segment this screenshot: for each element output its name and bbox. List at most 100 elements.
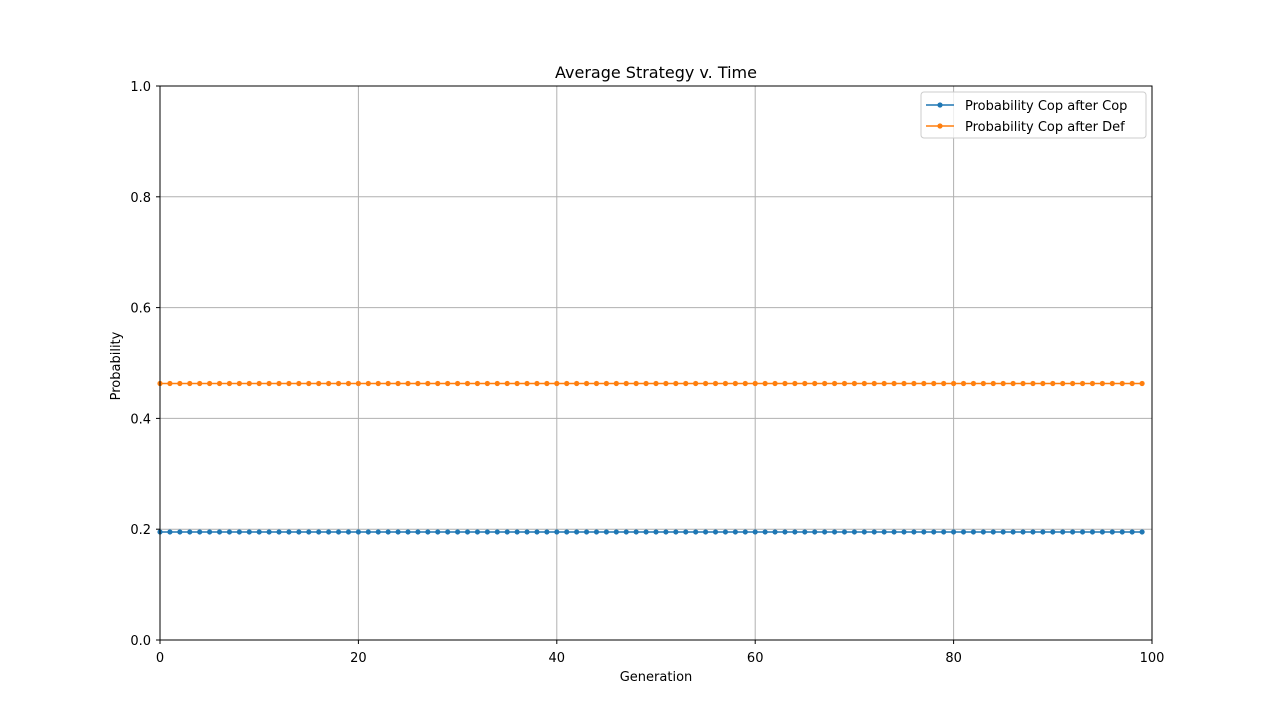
legend: Probability Cop after Cop Probability Cop… [920, 91, 1147, 139]
data-point [593, 380, 600, 387]
data-point [990, 380, 996, 387]
data-point [365, 529, 371, 535]
data-point [911, 529, 917, 535]
data-point [603, 380, 610, 387]
data-point [1050, 529, 1056, 535]
data-point [365, 380, 371, 387]
data-point [703, 529, 709, 535]
data-point [197, 380, 203, 387]
data-point [673, 380, 679, 387]
data-point [207, 380, 213, 387]
data-point [236, 529, 242, 535]
data-point [216, 529, 223, 535]
data-point [871, 380, 877, 387]
data-point [296, 380, 302, 387]
data-point [514, 529, 520, 535]
y-axis-title: Probability [109, 331, 124, 400]
data-point [554, 529, 560, 535]
data-point [951, 529, 957, 535]
data-point [633, 380, 639, 387]
data-point [941, 529, 947, 535]
data-point [891, 380, 897, 387]
data-point [583, 529, 590, 535]
data-point [415, 529, 421, 535]
data-point [1060, 380, 1066, 387]
data-point [722, 529, 729, 535]
data-point [425, 529, 431, 535]
data-point [1070, 529, 1076, 535]
data-point [653, 380, 659, 387]
data-point [1089, 529, 1096, 535]
data-point [1109, 380, 1115, 387]
data-point [921, 380, 927, 387]
data-point [782, 380, 788, 387]
data-point [772, 380, 778, 387]
data-point [901, 380, 907, 387]
series-2 [157, 380, 1145, 387]
legend-label: Probability Cop after Cop [965, 99, 1127, 114]
data-point [574, 529, 580, 535]
data-point [1119, 529, 1125, 535]
data-point [375, 529, 381, 535]
data-point [683, 529, 689, 535]
data-point [931, 380, 937, 387]
y-axis: 0.0 0.2 0.4 0.6 0.8 1.0 [130, 80, 160, 649]
data-point [623, 529, 629, 535]
data-point [851, 380, 858, 387]
data-point [1040, 380, 1046, 387]
x-tick-label: 80 [945, 651, 962, 666]
data-point [802, 380, 808, 387]
data-point [901, 529, 907, 535]
y-tick-label: 0.2 [130, 523, 151, 538]
data-point [613, 380, 619, 387]
data-point [1089, 380, 1096, 387]
data-point [772, 529, 778, 535]
data-point [1079, 380, 1086, 387]
data-point [851, 529, 858, 535]
data-point [683, 380, 689, 387]
data-point [445, 529, 451, 535]
data-point [1050, 380, 1056, 387]
data-point [712, 529, 719, 535]
data-point [306, 529, 312, 535]
data-point [1070, 380, 1076, 387]
data-point [941, 380, 947, 387]
data-point [435, 529, 441, 535]
data-point [1010, 529, 1016, 535]
data-point [415, 380, 421, 387]
data-point [1030, 529, 1036, 535]
data-point [236, 380, 242, 387]
x-tick-label: 0 [156, 651, 164, 666]
data-point [643, 380, 649, 387]
series-layer [157, 380, 1145, 535]
data-point [385, 529, 391, 535]
data-point [782, 529, 788, 535]
data-point [921, 529, 927, 535]
data-point [1139, 380, 1145, 387]
y-tick-label: 0.0 [130, 634, 151, 649]
data-point [812, 529, 818, 535]
data-point [455, 529, 461, 535]
y-tick-label: 1.0 [130, 80, 151, 95]
data-point [564, 529, 570, 535]
data-point [732, 529, 738, 535]
data-point [216, 380, 223, 387]
plot-frame [159, 85, 1153, 641]
data-point [187, 380, 193, 387]
data-point [395, 380, 401, 387]
data-point [980, 529, 986, 535]
data-point [1020, 529, 1026, 535]
data-point [1099, 529, 1105, 535]
data-point [762, 380, 768, 387]
data-point [1079, 529, 1086, 535]
data-point [623, 380, 629, 387]
data-point [345, 529, 352, 535]
data-point [484, 380, 490, 387]
data-point [742, 380, 748, 387]
data-point [960, 529, 967, 535]
data-point [970, 529, 977, 535]
data-point [1030, 380, 1036, 387]
data-point [316, 529, 322, 535]
data-point [494, 529, 500, 535]
x-tick-label: 40 [549, 651, 566, 666]
